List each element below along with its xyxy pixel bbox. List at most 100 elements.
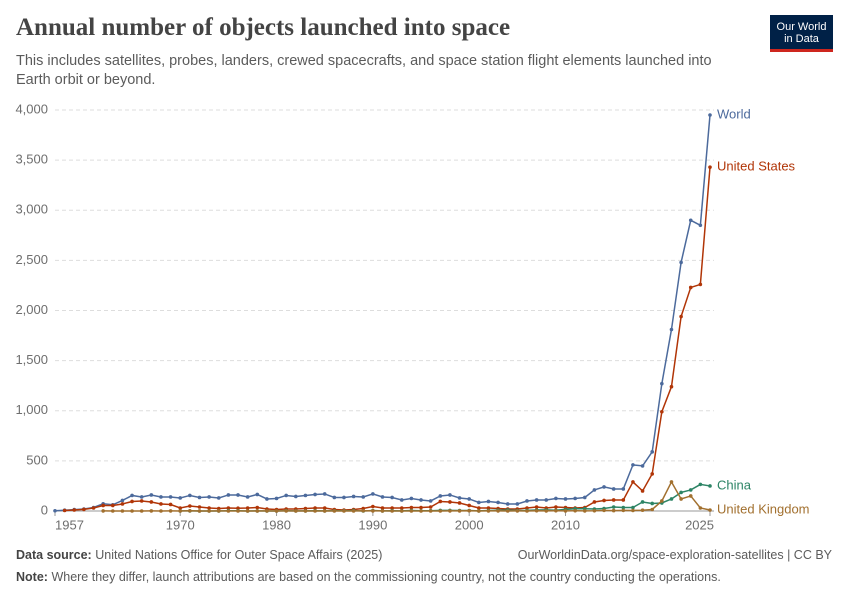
point xyxy=(168,509,173,513)
point xyxy=(130,493,134,498)
y-tick-label: 2,500 xyxy=(15,252,48,267)
point xyxy=(101,503,105,508)
point xyxy=(188,508,192,513)
point xyxy=(409,505,414,510)
point xyxy=(698,506,703,510)
point xyxy=(660,381,664,386)
point xyxy=(265,497,269,501)
point xyxy=(390,495,394,500)
point xyxy=(708,508,712,512)
point xyxy=(351,494,356,499)
point xyxy=(178,496,183,500)
point xyxy=(72,508,77,512)
y-tick-label: 3,500 xyxy=(15,152,48,167)
point xyxy=(631,508,635,513)
point xyxy=(428,509,433,513)
point xyxy=(380,506,385,510)
point xyxy=(371,509,375,513)
point xyxy=(582,509,587,513)
point xyxy=(188,493,192,498)
point xyxy=(130,509,134,513)
point xyxy=(611,505,616,509)
point xyxy=(399,498,404,502)
point xyxy=(245,495,250,499)
point xyxy=(428,499,433,503)
point xyxy=(688,285,693,290)
point xyxy=(390,509,394,513)
point xyxy=(332,509,337,513)
point xyxy=(245,509,250,513)
point xyxy=(294,509,298,513)
point xyxy=(313,509,317,513)
series-line xyxy=(64,167,711,512)
source-label: Data source: xyxy=(16,548,92,562)
point xyxy=(216,509,221,513)
point xyxy=(197,495,202,500)
point xyxy=(438,499,443,504)
point xyxy=(226,509,231,513)
point xyxy=(226,506,231,510)
point xyxy=(255,505,260,510)
point xyxy=(602,508,606,513)
point xyxy=(515,502,520,506)
note-text: Where they differ, launch attributions a… xyxy=(51,570,721,584)
point xyxy=(592,488,597,492)
point xyxy=(409,509,414,513)
point xyxy=(322,506,327,510)
point xyxy=(698,482,703,487)
point xyxy=(631,480,635,484)
point xyxy=(419,509,423,513)
point xyxy=(573,508,577,513)
point xyxy=(467,497,471,501)
point xyxy=(332,495,337,500)
point xyxy=(650,507,655,512)
point xyxy=(139,499,144,503)
point xyxy=(236,506,240,510)
point xyxy=(505,509,510,513)
point xyxy=(525,509,529,513)
point xyxy=(621,498,626,502)
point xyxy=(159,495,163,499)
series-line xyxy=(54,114,711,512)
point xyxy=(525,499,529,503)
point xyxy=(361,508,366,513)
y-tick-label: 500 xyxy=(26,452,48,467)
point xyxy=(236,493,240,497)
point xyxy=(130,499,134,504)
point xyxy=(582,495,587,500)
note-label: Note: xyxy=(16,570,48,584)
point xyxy=(650,450,655,454)
point xyxy=(708,165,712,169)
point xyxy=(640,508,645,512)
point xyxy=(159,509,163,513)
point xyxy=(419,505,423,510)
point xyxy=(688,494,693,498)
point xyxy=(226,493,231,497)
point xyxy=(592,508,597,513)
point xyxy=(621,508,626,513)
point xyxy=(563,497,568,501)
title: Annual number of objects launched into s… xyxy=(16,14,511,41)
point xyxy=(457,496,462,500)
point xyxy=(265,509,269,513)
logo[interactable]: Our World in Data xyxy=(770,15,833,52)
point xyxy=(139,495,144,499)
point xyxy=(371,504,375,509)
point xyxy=(313,492,317,497)
point xyxy=(688,218,693,223)
point xyxy=(534,508,539,513)
point xyxy=(640,489,645,493)
point xyxy=(380,495,385,499)
url[interactable]: OurWorldinData.org/space-exploration-sat… xyxy=(517,548,832,562)
point xyxy=(380,509,385,513)
point xyxy=(573,496,577,501)
point xyxy=(534,498,539,502)
point xyxy=(688,488,693,492)
point xyxy=(110,503,115,508)
point xyxy=(390,506,394,510)
point xyxy=(660,499,664,503)
point xyxy=(708,113,712,117)
point xyxy=(361,495,366,499)
point xyxy=(245,506,250,510)
series-label: United States xyxy=(717,159,796,174)
